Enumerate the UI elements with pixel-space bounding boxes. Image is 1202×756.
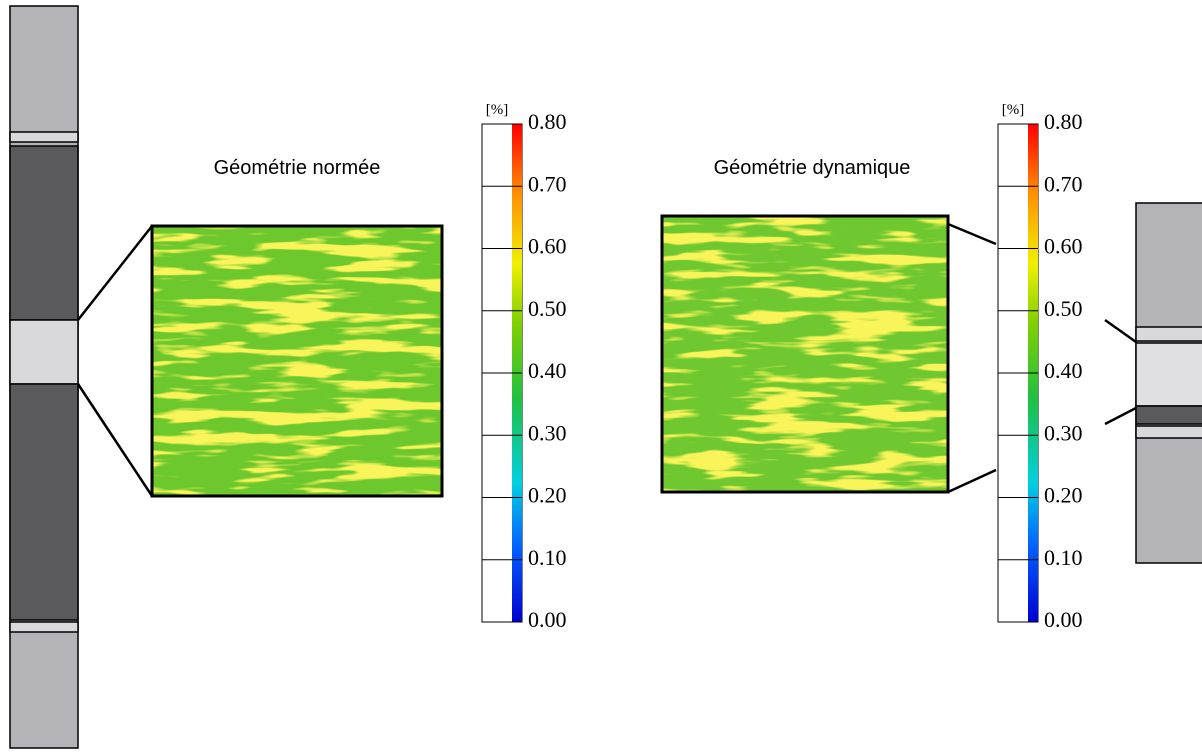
tick-label: 0.00	[528, 607, 567, 632]
tick-label: 0.80	[1044, 109, 1083, 134]
panel-title: Géométrie normée	[214, 157, 381, 179]
strain-map-right	[660, 214, 950, 494]
tick-label: 0.70	[528, 171, 567, 196]
tick-label: 0.60	[1044, 234, 1083, 259]
tick-label: 0.40	[1044, 358, 1083, 383]
colorbar-unit: [%]	[486, 102, 509, 118]
tick-label: 0.00	[1044, 607, 1083, 632]
tick-label: 0.10	[1044, 545, 1083, 570]
specimen-right	[1135, 202, 1202, 564]
strain-map-left	[150, 224, 444, 498]
tick-label: 0.10	[528, 545, 567, 570]
zoom-lines	[76, 222, 1137, 497]
tick-label: 0.50	[1044, 296, 1083, 321]
tick-label: 0.30	[1044, 420, 1083, 445]
colorbar-unit: [%]	[1002, 102, 1025, 118]
tick-label: 0.30	[528, 420, 567, 445]
tick-label: 0.20	[1044, 483, 1083, 508]
tick-label: 0.20	[528, 483, 567, 508]
tick-label: 0.80	[528, 109, 567, 134]
tick-label: 0.70	[1044, 171, 1083, 196]
specimen-left	[9, 5, 79, 749]
panel-title: Géométrie dynamique	[714, 157, 911, 179]
tick-label: 0.60	[528, 234, 567, 259]
tick-label: 0.50	[528, 296, 567, 321]
tick-label: 0.40	[528, 358, 567, 383]
